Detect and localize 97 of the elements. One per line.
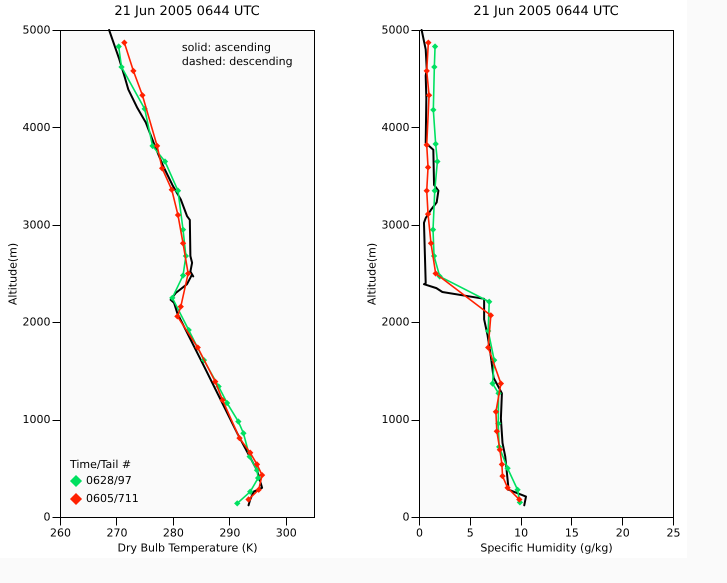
x-axis-title: Dry Bulb Temperature (K) xyxy=(117,542,258,554)
point xyxy=(488,312,494,319)
y-axis-title: Altitude(m) xyxy=(366,242,379,306)
y-tick-label: 0 xyxy=(402,510,410,524)
point xyxy=(178,303,184,310)
point xyxy=(247,450,254,456)
chart-title: 21 Jun 2005 0644 UTC xyxy=(114,4,260,19)
point xyxy=(424,68,430,74)
point xyxy=(224,400,230,406)
point xyxy=(426,92,432,98)
point xyxy=(118,64,125,70)
y-tick-label: 1000 xyxy=(22,413,50,426)
point xyxy=(494,428,500,434)
point xyxy=(212,378,218,385)
x-tick-label: 20 xyxy=(616,526,630,540)
point xyxy=(174,212,182,218)
x-tick-label: 10 xyxy=(514,526,528,540)
annotation: dashed: descending xyxy=(182,55,293,68)
point xyxy=(492,408,500,415)
point xyxy=(424,142,430,148)
x-tick-label: 5 xyxy=(466,526,474,540)
y-tick-label: 0 xyxy=(44,510,50,524)
point xyxy=(498,380,504,387)
point xyxy=(424,210,432,218)
legend-label: 0628/97 xyxy=(86,474,132,487)
point xyxy=(154,142,160,150)
x-tick-label: 0 xyxy=(416,526,423,540)
point xyxy=(514,486,521,493)
x-tick-label: 270 xyxy=(106,526,128,540)
point xyxy=(245,496,252,503)
point xyxy=(219,396,226,404)
point xyxy=(169,294,176,302)
point xyxy=(159,165,166,172)
point xyxy=(499,472,506,480)
point xyxy=(184,270,192,277)
point xyxy=(139,92,146,98)
point xyxy=(254,461,260,468)
y-tick-label: 1000 xyxy=(382,413,410,426)
y-tick-label: 4000 xyxy=(382,120,410,134)
point xyxy=(424,164,432,170)
point xyxy=(180,272,186,279)
y-tick-label: 3000 xyxy=(382,218,410,232)
y-tick-label: 5000 xyxy=(22,24,50,36)
y-tick-label: 3000 xyxy=(22,218,50,232)
point xyxy=(254,474,262,482)
x-tick-label: 260 xyxy=(50,526,71,540)
chart-title: 21 Jun 2005 0644 UTC xyxy=(473,4,619,19)
point xyxy=(516,496,522,503)
point xyxy=(174,188,182,194)
point xyxy=(180,240,186,246)
legend-title: Time/Tail # xyxy=(69,458,132,471)
x-tick-label: 300 xyxy=(276,526,297,540)
point xyxy=(504,465,511,472)
x-tick-label: 280 xyxy=(162,526,184,540)
point xyxy=(425,40,432,46)
x-tick-label: 25 xyxy=(666,526,680,540)
point xyxy=(240,430,247,436)
y-tick-label: 2000 xyxy=(382,316,410,329)
point xyxy=(432,270,439,277)
y-axis-title: Altitude(m) xyxy=(6,242,20,306)
point xyxy=(504,484,511,491)
point xyxy=(162,158,168,165)
point xyxy=(236,434,243,442)
point xyxy=(424,188,430,194)
legend-label: 0605/711 xyxy=(86,492,139,505)
point xyxy=(428,240,434,246)
point xyxy=(432,140,439,148)
point xyxy=(174,313,181,320)
point xyxy=(234,500,240,507)
point xyxy=(168,186,175,193)
point xyxy=(432,188,438,194)
point xyxy=(430,106,436,114)
point xyxy=(194,344,201,351)
point xyxy=(496,446,504,453)
x-tick-label: 15 xyxy=(564,526,579,540)
point xyxy=(247,488,254,495)
point xyxy=(485,344,492,351)
point xyxy=(486,298,492,305)
point xyxy=(116,43,122,50)
point xyxy=(489,380,496,387)
point xyxy=(149,142,156,150)
point xyxy=(498,461,506,468)
point xyxy=(121,40,128,46)
point xyxy=(235,418,242,425)
annotation: solid: ascending xyxy=(182,41,271,54)
point xyxy=(258,472,266,478)
point xyxy=(431,64,438,70)
x-tick-label: 290 xyxy=(219,526,240,540)
y-tick-label: 5000 xyxy=(382,24,410,36)
point xyxy=(430,226,436,233)
y-tick-label: 2000 xyxy=(22,316,50,329)
point xyxy=(432,43,438,50)
x-axis-title: Specific Humidity (g/kg) xyxy=(480,542,613,554)
point xyxy=(256,486,262,493)
point xyxy=(434,158,441,165)
y-tick-label: 4000 xyxy=(22,120,50,134)
point xyxy=(130,68,137,74)
